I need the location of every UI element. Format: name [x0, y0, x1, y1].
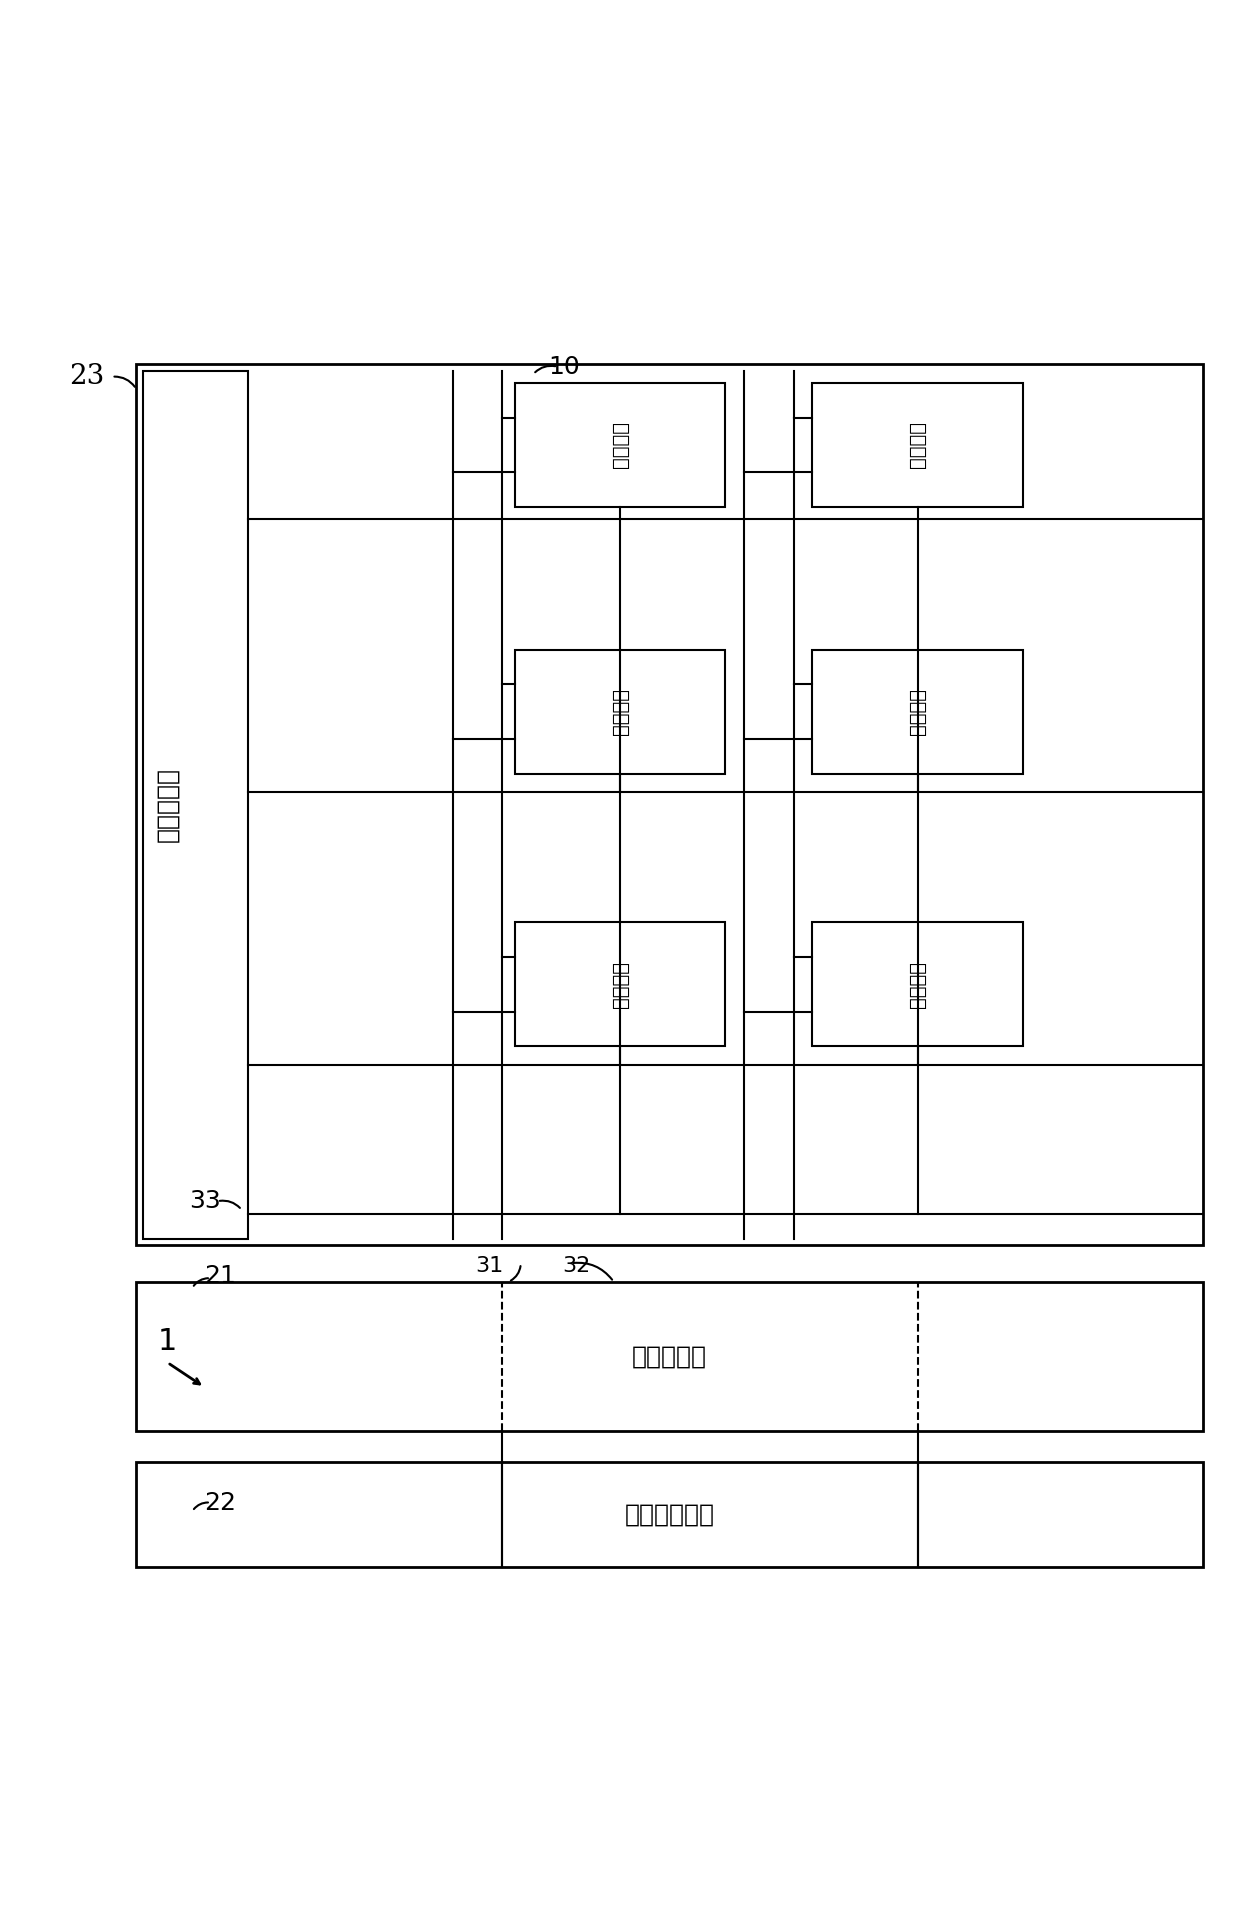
FancyBboxPatch shape — [812, 649, 1023, 773]
Text: 行电源扫描器: 行电源扫描器 — [625, 1503, 714, 1526]
Text: 像素电路: 像素电路 — [610, 689, 630, 735]
Text: 10: 10 — [548, 355, 580, 378]
FancyBboxPatch shape — [136, 1462, 1203, 1568]
FancyBboxPatch shape — [143, 370, 248, 1238]
Text: 写入扫描器: 写入扫描器 — [632, 1345, 707, 1368]
FancyBboxPatch shape — [515, 384, 725, 507]
Text: 33: 33 — [188, 1190, 221, 1213]
FancyBboxPatch shape — [812, 384, 1023, 507]
Text: 21: 21 — [205, 1265, 237, 1288]
FancyBboxPatch shape — [812, 923, 1023, 1046]
Text: 像素电路: 像素电路 — [908, 689, 928, 735]
Text: 22: 22 — [205, 1491, 237, 1514]
Text: 31: 31 — [476, 1255, 503, 1276]
Text: 像素电路: 像素电路 — [908, 961, 928, 1007]
Text: 23: 23 — [69, 363, 104, 390]
Text: 像素电路: 像素电路 — [908, 422, 928, 468]
FancyBboxPatch shape — [515, 923, 725, 1046]
Text: 32: 32 — [563, 1255, 590, 1276]
FancyBboxPatch shape — [136, 365, 1203, 1245]
FancyBboxPatch shape — [136, 1282, 1203, 1432]
Text: 像素电路: 像素电路 — [610, 961, 630, 1007]
Text: 1: 1 — [157, 1328, 177, 1357]
Text: 像素电路: 像素电路 — [610, 422, 630, 468]
FancyBboxPatch shape — [515, 649, 725, 773]
Text: 水平选择器: 水平选择器 — [155, 768, 180, 842]
